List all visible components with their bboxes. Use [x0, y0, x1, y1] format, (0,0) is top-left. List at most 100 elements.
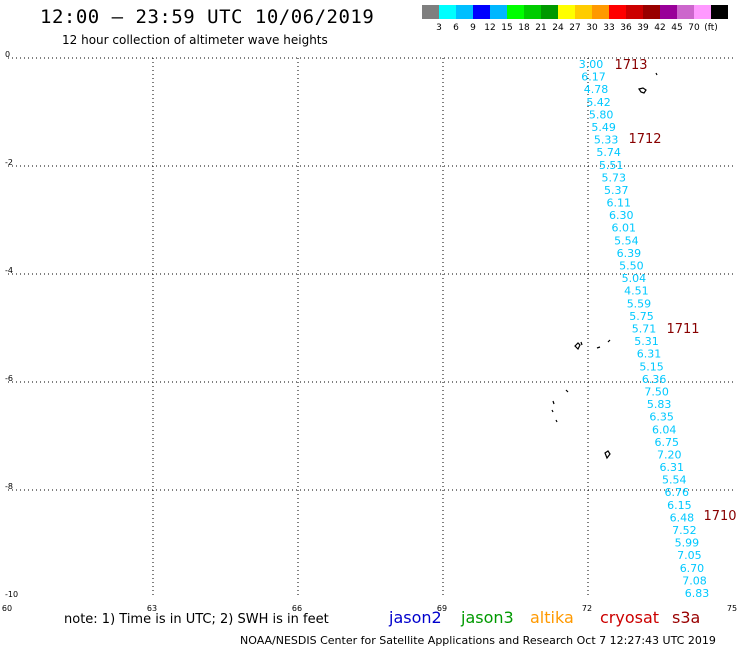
wave-height-label: 6.36 [642, 373, 667, 386]
scale-label: 9 [470, 23, 476, 33]
wave-height-label: 5.50 [619, 260, 644, 273]
wave-height-label: 6.11 [607, 197, 632, 210]
wave-height-label: 5.42 [586, 96, 611, 109]
wave-height-label: 6.75 [654, 436, 679, 449]
wave-height-label: 5.73 [601, 171, 626, 184]
scale-swatch [507, 5, 524, 19]
satellite-legend-item: s3a [672, 608, 701, 627]
footer-note: note: 1) Time is in UTC; 2) SWH is in fe… [64, 612, 329, 627]
island-outline [565, 389, 569, 393]
wave-height-label: 3.00 [579, 58, 604, 71]
island-outline [555, 419, 558, 423]
wave-height-track: 3.006.174.785.425.805.495.335.745.515.73… [579, 58, 710, 600]
wave-height-label: 6.01 [612, 222, 637, 235]
lat-tick-label: -4 [5, 266, 13, 275]
satellite-legend-item: cryosat [600, 608, 660, 627]
scale-swatch [694, 5, 711, 19]
scale-label: (ft) [704, 23, 718, 33]
wave-height-label: 6.31 [637, 348, 662, 361]
lon-tick-label: 63 [147, 604, 157, 613]
wave-height-label: 5.04 [622, 272, 647, 285]
scale-label: 15 [501, 23, 513, 33]
axis-tick-labels: 60 63 66 69 72 75 0 -2 -4 -6 -8 -10 [2, 50, 737, 613]
wave-height-label: 6.76 [665, 486, 690, 499]
island-outline [607, 339, 611, 343]
time-label: 1710 [703, 509, 736, 524]
island-outline [552, 400, 555, 405]
scale-label: 27 [569, 23, 581, 33]
wave-height-label: 5.31 [634, 335, 659, 348]
lat-tick-label: -6 [5, 374, 13, 383]
wave-height-label: 6.17 [581, 71, 606, 84]
wave-height-label: 4.51 [624, 285, 649, 298]
lat-tick-label: -2 [5, 158, 13, 167]
time-label: 1713 [614, 58, 647, 73]
island-outline [596, 346, 601, 349]
scale-label: 30 [586, 23, 598, 33]
wave-height-label: 5.54 [662, 474, 687, 487]
map-subtitle: 12 hour collection of altimeter wave hei… [62, 33, 328, 47]
lon-tick-label: 60 [2, 604, 12, 613]
lon-tick-label: 66 [292, 604, 302, 613]
island-outline [551, 409, 554, 413]
scale-swatch [422, 5, 439, 19]
wave-height-label: 7.52 [672, 524, 697, 537]
scale-label: 24 [552, 23, 564, 33]
wave-height-label: 6.15 [667, 499, 692, 512]
wave-height-label: 5.83 [647, 398, 672, 411]
scale-label: 36 [620, 23, 632, 33]
wave-height-label: 7.05 [677, 549, 702, 562]
lat-lon-grid [8, 57, 733, 598]
scale-swatch [541, 5, 558, 19]
wave-height-label: 6.83 [685, 587, 710, 600]
lat-tick-label: -10 [5, 590, 18, 599]
scale-swatch [626, 5, 643, 19]
time-labels: 1713 1712 1711 1710 [614, 58, 736, 524]
scale-label: 45 [671, 23, 683, 33]
wave-height-label: 5.51 [599, 159, 624, 172]
scale-label: 42 [654, 23, 666, 33]
scale-label: 33 [603, 23, 615, 33]
wave-height-label: 6.04 [652, 423, 677, 436]
scale-swatch [677, 5, 694, 19]
wave-height-label: 6.39 [617, 247, 642, 260]
wave-height-label: 5.54 [614, 234, 639, 247]
wave-height-label: 4.78 [584, 83, 609, 96]
scale-label: 39 [637, 23, 649, 33]
scale-label: 18 [518, 23, 530, 33]
footer-credit: NOAA/NESDIS Center for Satellite Applica… [240, 634, 716, 647]
scale-label: 3 [436, 23, 442, 33]
island-outline [655, 72, 658, 76]
scale-label: 70 [688, 23, 700, 33]
wave-height-label: 5.74 [596, 146, 621, 159]
wave-height-label: 5.99 [675, 537, 700, 550]
scale-swatch [643, 5, 660, 19]
lon-tick-label: 69 [437, 604, 447, 613]
wave-height-label: 6.35 [649, 411, 674, 424]
wave-height-label: 5.80 [589, 108, 614, 121]
island-outline [574, 342, 581, 351]
scale-swatch [609, 5, 626, 19]
lat-tick-label: 0 [5, 50, 10, 59]
island-outline [604, 450, 611, 460]
wave-height-label: 5.75 [629, 310, 654, 323]
wave-height-label: 5.15 [639, 360, 664, 373]
wave-height-label: 7.20 [657, 448, 682, 461]
time-label: 1712 [628, 132, 661, 147]
lon-tick-label: 75 [727, 604, 737, 613]
map-title: 12:00 – 23:59 UTC 10/06/2019 [40, 6, 375, 28]
island-outline [580, 341, 583, 346]
scale-swatch [711, 5, 728, 19]
wave-height-label: 7.50 [644, 385, 669, 398]
island-outline [638, 87, 647, 94]
satellite-legend-item: jason2 [389, 608, 442, 627]
wave-height-label: 7.08 [682, 574, 707, 587]
scale-label: 6 [453, 23, 459, 33]
time-label: 1711 [666, 322, 699, 337]
wave-height-label: 5.59 [627, 297, 652, 310]
lon-tick-label: 72 [582, 604, 592, 613]
scale-label: 12 [484, 23, 496, 33]
scale-swatch [524, 5, 541, 19]
wave-height-label: 6.48 [670, 511, 695, 524]
